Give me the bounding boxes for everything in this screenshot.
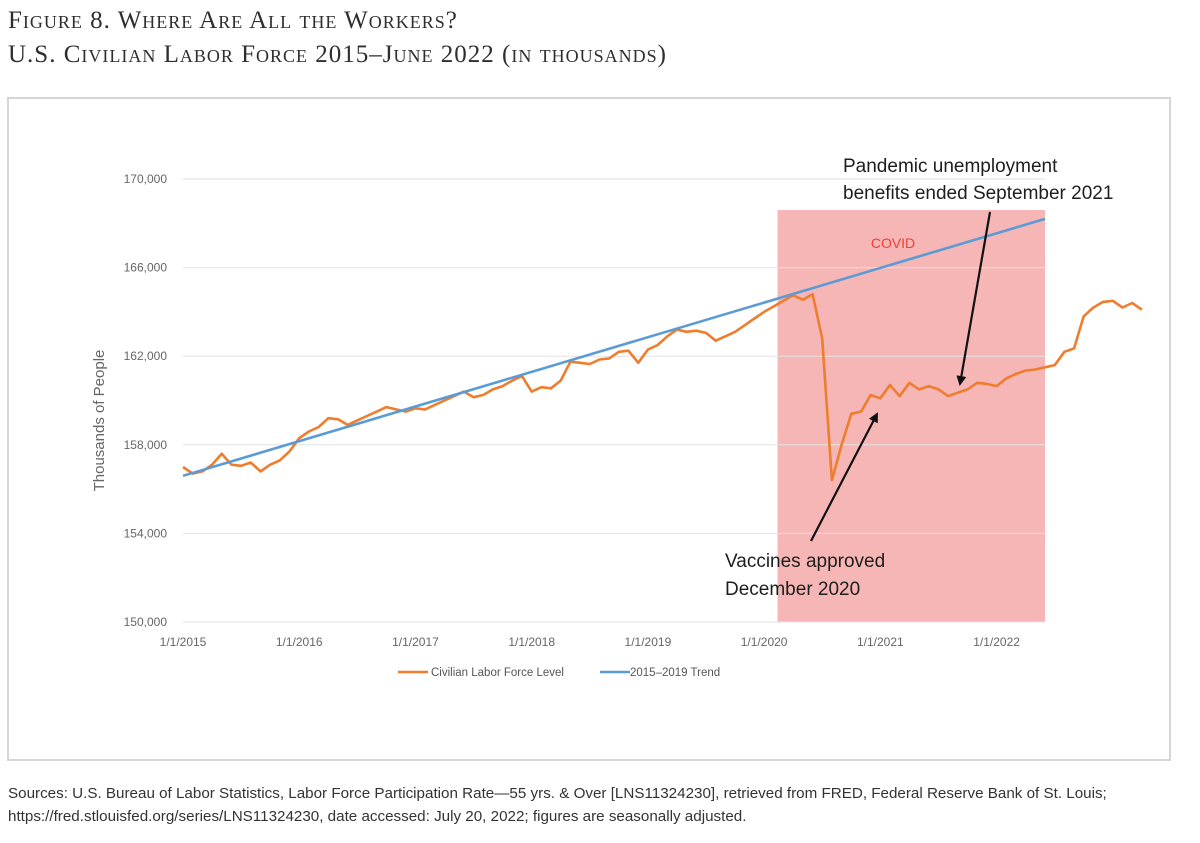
annotation-pandemic-line-1: Pandemic unemployment [843,156,1058,177]
legend-label-civilian-labor-force: Civilian Labor Force Level [431,667,564,679]
arrow-pandemic-benefits [956,211,992,386]
legend-label-trend: 2015–2019 Trend [630,667,720,679]
x-tick-label: 1/1/2018 [508,635,555,649]
x-tick-label: 1/1/2021 [857,635,904,649]
x-tick-label: 1/1/2020 [741,635,788,649]
annotation-vaccines-line-2: December 2020 [725,579,860,600]
y-tick-label: 150,000 [124,615,168,629]
x-tick-label: 1/1/2017 [392,635,439,649]
annotations-layer: Pandemic unemployment benefits ended Sept… [725,156,1113,600]
covid-shaded-region [777,210,1045,622]
series-layer [182,217,1143,482]
covid-region-layer: COVID [777,210,1045,622]
y-axis-title: Thousands of People [91,350,108,492]
figure-title-line-2: U.S. Civilian Labor Force 2015–June 2022… [8,41,667,68]
y-tick-label: 170,000 [124,172,168,186]
y-tick-label: 154,000 [124,526,168,540]
annotation-vaccines-line-1: Vaccines approved [725,551,885,572]
gridlines [183,178,1045,623]
x-tick-label: 1/1/2016 [276,635,323,649]
y-tick-label: 158,000 [124,438,168,452]
x-tick-label: 1/1/2019 [625,635,672,649]
covid-label: COVID [871,235,915,251]
x-tick-label: 1/1/2022 [973,635,1020,649]
figure-title: Figure 8. Where Are All the Workers? U.S… [8,4,667,72]
y-tick-labels: 150,000 154,000 158,000 162,000 166,000 170,0… [91,172,167,629]
y-tick-label: 162,000 [124,349,168,363]
series-trend-line [182,217,1046,478]
legend: Civilian Labor Force Level 2015–2019 Tren… [398,667,720,679]
x-tick-labels: 1/1/2015 1/1/2016 1/1/2017 1/1/2018 1/1/2019… [160,635,1021,649]
sources-note: Sources: U.S. Bureau of Labor Statistics… [8,785,1107,825]
figure-title-line-1: Figure 8. Where Are All the Workers? [8,7,458,34]
x-tick-label: 1/1/2015 [160,635,207,649]
arrow-vaccines [810,412,878,542]
annotation-pandemic-line-2: benefits ended September 2021 [843,183,1113,204]
y-tick-label: 166,000 [124,261,168,275]
series-civilian-labor-force-line [182,292,1143,482]
